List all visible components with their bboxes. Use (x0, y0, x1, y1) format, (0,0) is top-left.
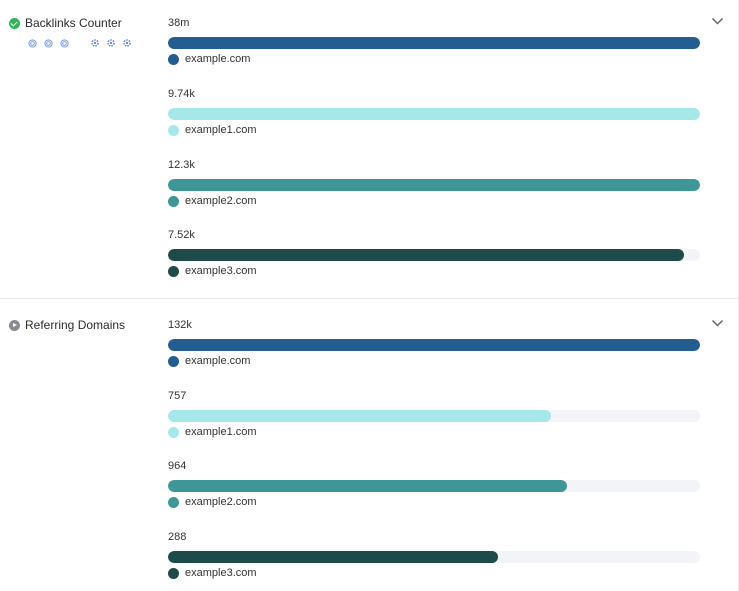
bar-fill (168, 551, 498, 563)
metric-value: 288 (168, 531, 187, 543)
target-icon[interactable] (44, 38, 53, 48)
bar-track (168, 108, 700, 120)
section-title: Referring Domains (25, 318, 126, 332)
tool-icons-row (28, 38, 138, 48)
bar-track (168, 410, 700, 422)
bar-track (168, 249, 700, 261)
target-icon[interactable] (28, 38, 37, 48)
legend-dot (168, 124, 179, 136)
legend-dot (168, 195, 179, 207)
bar-track (168, 480, 700, 492)
legend-label: example1.com (185, 426, 257, 438)
legend-dot (168, 496, 179, 508)
legend: example2.com (168, 496, 257, 508)
metric-value: 964 (168, 460, 187, 472)
bar-fill (168, 108, 700, 120)
referring-domains-header: Referring Domains (9, 318, 125, 332)
legend-dot (168, 426, 179, 438)
legend-dot (168, 265, 179, 277)
legend: example.com (168, 53, 250, 65)
legend: example3.com (168, 265, 257, 277)
legend: example2.com (168, 195, 257, 207)
bar-fill (168, 480, 567, 492)
legend: example1.com (168, 426, 257, 438)
section-title: Backlinks Counter (25, 16, 122, 30)
chevron-down-icon[interactable] (711, 319, 724, 328)
bar-track (168, 551, 700, 563)
bar-fill (168, 249, 685, 261)
legend-label: example3.com (185, 265, 257, 277)
backlinks-counter-section (0, 298, 738, 299)
legend-label: example2.com (185, 496, 257, 508)
check-circle-icon (9, 17, 20, 29)
metric-value: 12.3k (168, 159, 195, 171)
chevron-down-icon[interactable] (711, 17, 724, 26)
gear-icon[interactable] (90, 38, 100, 48)
legend-dot (168, 567, 179, 579)
legend-label: example3.com (185, 567, 257, 579)
legend: example1.com (168, 124, 257, 136)
bar-track (168, 339, 700, 351)
metric-value: 132k (168, 319, 192, 331)
gear-icon[interactable] (122, 38, 132, 48)
legend-label: example2.com (185, 195, 257, 207)
metric-value: 38m (168, 17, 190, 29)
metric-value: 7.52k (168, 229, 195, 241)
bar-track (168, 179, 700, 191)
legend: example3.com (168, 567, 257, 579)
bar-track (168, 37, 700, 49)
gear-icon[interactable] (106, 38, 116, 48)
legend-dot (168, 53, 179, 65)
legend: example.com (168, 355, 250, 367)
backlinks-counter-header: Backlinks Counter (9, 16, 122, 30)
metric-value: 757 (168, 390, 187, 402)
metric-value: 9.74k (168, 88, 195, 100)
legend-label: example.com (185, 53, 251, 65)
bar-fill (168, 339, 700, 351)
play-circle-icon (9, 319, 20, 331)
bar-fill (168, 37, 700, 49)
legend-label: example1.com (185, 124, 257, 136)
target-icon[interactable] (60, 38, 69, 48)
bar-fill (168, 410, 552, 422)
legend-dot (168, 355, 179, 367)
bar-fill (168, 179, 700, 191)
legend-label: example.com (185, 355, 251, 367)
